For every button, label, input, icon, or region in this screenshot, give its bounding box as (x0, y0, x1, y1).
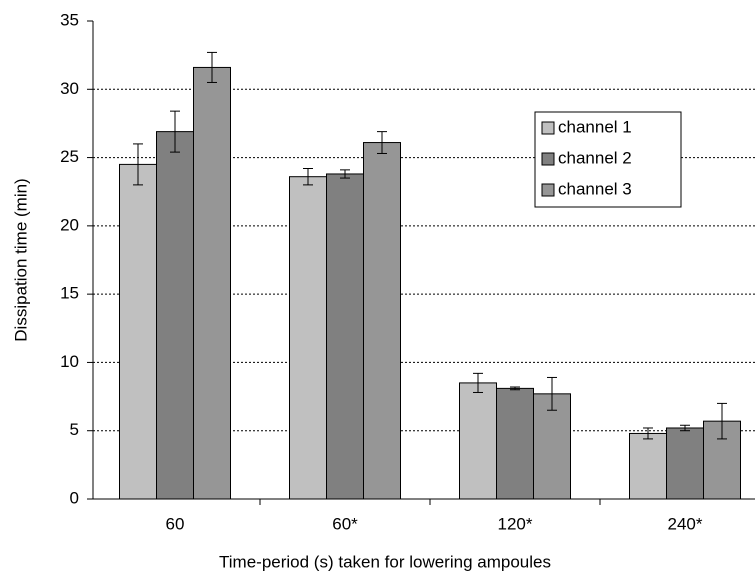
bar (629, 432, 667, 500)
bar (326, 173, 364, 500)
legend-swatch (541, 152, 555, 166)
bar (363, 142, 401, 500)
legend-label: channel 3 (558, 179, 632, 198)
bar (119, 163, 157, 500)
error-bar (303, 167, 313, 186)
x-tick-label: 120* (498, 514, 533, 533)
x-tick-label: 60* (332, 514, 358, 533)
error-bar (643, 427, 653, 440)
error-bar (377, 131, 387, 154)
error-bar (340, 169, 350, 179)
bar (193, 66, 231, 500)
error-bar (133, 143, 143, 186)
y-tick-label: 20 (60, 215, 79, 234)
legend-label: channel 2 (558, 148, 632, 167)
error-bar (717, 402, 727, 440)
y-tick-label: 10 (60, 352, 79, 371)
legend-swatch (541, 121, 555, 135)
y-tick-label: 30 (60, 79, 79, 98)
bar (533, 393, 571, 500)
y-axis-label: Dissipation time (min) (11, 178, 30, 341)
bar (459, 382, 497, 500)
y-tick-label: 0 (70, 488, 79, 507)
error-bar (170, 110, 180, 153)
bar (496, 387, 534, 500)
legend-box (534, 111, 682, 208)
bar (666, 427, 704, 500)
x-tick-label: 240* (668, 514, 703, 533)
x-axis-label: Time-period (s) taken for lowering ampou… (219, 552, 551, 571)
x-tick-label: 60 (166, 514, 185, 533)
error-bar (207, 51, 217, 83)
error-bar (510, 386, 520, 391)
bar (289, 176, 327, 500)
y-tick-label: 15 (60, 284, 79, 303)
bar (156, 131, 194, 500)
error-bar (473, 372, 483, 393)
y-tick-label: 35 (60, 10, 79, 29)
y-tick-label: 25 (60, 147, 79, 166)
legend-label: channel 1 (558, 117, 632, 136)
error-bar (547, 376, 557, 411)
legend-swatch (541, 183, 555, 197)
y-tick-label: 5 (70, 420, 79, 439)
error-bar (680, 424, 690, 432)
